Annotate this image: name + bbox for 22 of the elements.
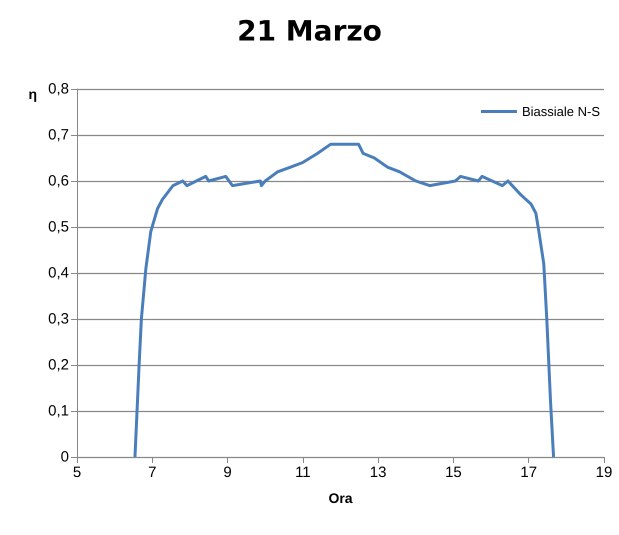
y-tick-label: 0,7 <box>48 126 69 144</box>
x-tick-label: 11 <box>295 464 311 481</box>
x-tick-label: 17 <box>520 464 538 481</box>
y-tick-label: 0 <box>60 448 69 466</box>
x-tick-label: 15 <box>445 464 462 481</box>
line-series <box>133 142 556 458</box>
y-tick-label: 0,8 <box>48 80 69 98</box>
y-tick-label: 0,3 <box>48 310 69 328</box>
y-axis-title: η <box>28 86 37 102</box>
y-tick-label: 0,2 <box>48 356 69 374</box>
x-tick-label: 13 <box>370 464 386 481</box>
x-tick-label: 9 <box>223 464 232 481</box>
x-tick-label: 7 <box>148 464 156 481</box>
legend-label: Biassiale N-S <box>522 104 600 119</box>
y-tick-label: 0,6 <box>48 172 69 190</box>
chart-title: 21 Marzo <box>237 14 382 48</box>
x-tick-label: 19 <box>596 464 612 481</box>
y-tick-label: 0,1 <box>48 402 69 420</box>
y-tick-label: 0,4 <box>48 264 69 282</box>
x-tick-label: 5 <box>72 464 82 481</box>
x-axis-title: Ora <box>328 490 353 506</box>
y-tick-label: 0,5 <box>48 218 69 236</box>
